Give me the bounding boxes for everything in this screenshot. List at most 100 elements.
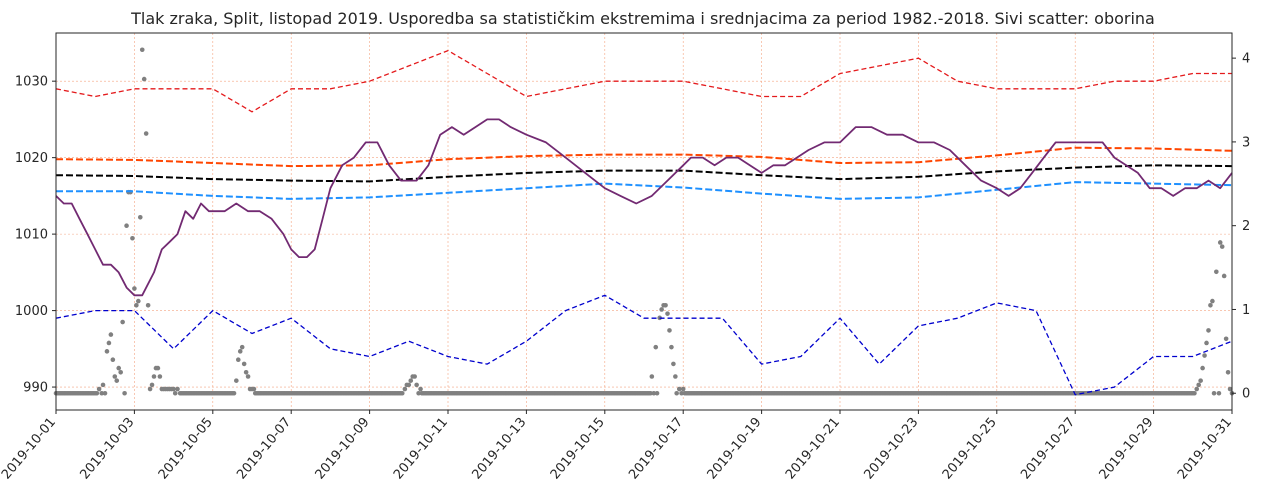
precip-point bbox=[147, 386, 153, 392]
precip-point bbox=[139, 47, 145, 53]
precip-point bbox=[137, 215, 143, 220]
plot-frame bbox=[55, 32, 1233, 411]
x-tick-label: 2019-10-21 bbox=[783, 415, 843, 483]
y2-tick-label: 2 bbox=[1242, 219, 1250, 234]
precip-point bbox=[665, 311, 670, 316]
precip-point bbox=[648, 390, 653, 396]
precip-point bbox=[234, 378, 239, 383]
series-line-4 bbox=[55, 294, 1233, 396]
precip-point bbox=[237, 349, 243, 354]
precip-point bbox=[171, 386, 176, 392]
precip-point bbox=[1217, 240, 1223, 245]
series-line-2 bbox=[55, 164, 1233, 183]
precip-point bbox=[155, 365, 161, 371]
precip-point bbox=[1194, 386, 1200, 392]
precip-point bbox=[134, 302, 139, 308]
x-tick-label: 2019-10-29 bbox=[1097, 415, 1157, 483]
precip-point bbox=[151, 374, 157, 379]
precip-point bbox=[94, 390, 100, 396]
precip-point bbox=[114, 378, 120, 383]
precip-point bbox=[669, 344, 674, 350]
precip-point bbox=[120, 319, 125, 325]
precip-point bbox=[172, 390, 178, 396]
y-tick-label: 1000 bbox=[15, 304, 48, 319]
x-tick-label: 2019-10-15 bbox=[548, 415, 608, 483]
precip-point bbox=[1210, 298, 1215, 304]
precip-point bbox=[149, 382, 155, 388]
precip-point bbox=[124, 223, 129, 228]
precip-point bbox=[1227, 386, 1233, 392]
precip-point bbox=[130, 235, 135, 241]
x-tick-label: 2019-10-09 bbox=[313, 415, 373, 483]
y-tick-label: 1020 bbox=[15, 151, 48, 166]
precip-point bbox=[680, 386, 686, 392]
precip-point bbox=[1196, 382, 1201, 388]
x-tick-label: 2019-10-19 bbox=[705, 415, 765, 483]
chart-title: Tlak zraka, Split, listopad 2019. Uspore… bbox=[130, 9, 1155, 28]
series-line-0 bbox=[55, 49, 1232, 113]
precip-point bbox=[1214, 269, 1219, 275]
x-tick-label: 2019-10-27 bbox=[1018, 415, 1078, 483]
x-tick-label: 2019-10-01 bbox=[0, 415, 59, 483]
precip-point bbox=[243, 370, 249, 375]
precip-point bbox=[671, 361, 676, 367]
precip-point bbox=[399, 390, 405, 396]
precip-point bbox=[141, 76, 147, 82]
precip-point bbox=[108, 332, 114, 337]
precip-point bbox=[106, 340, 112, 346]
precip-point bbox=[241, 361, 247, 367]
precip-point bbox=[110, 357, 116, 363]
precip-point bbox=[104, 349, 110, 354]
y-tick-label: 990 bbox=[23, 381, 48, 396]
precip-point bbox=[1204, 340, 1209, 346]
precip-point bbox=[406, 382, 412, 388]
x-tick-label: 2019-10-23 bbox=[861, 415, 921, 483]
precipitation-scatter bbox=[53, 47, 1235, 396]
precip-point bbox=[136, 298, 141, 304]
precip-point bbox=[231, 390, 237, 396]
y2-tick-label: 0 bbox=[1242, 387, 1250, 402]
precip-point bbox=[1202, 353, 1207, 358]
precip-point bbox=[1200, 365, 1205, 371]
precip-point bbox=[408, 378, 414, 383]
precip-point bbox=[1211, 390, 1217, 396]
x-tick-label: 2019-10-17 bbox=[626, 415, 686, 483]
x-tick-label: 2019-10-07 bbox=[234, 415, 294, 483]
series-line-1 bbox=[55, 146, 1233, 168]
precip-point bbox=[412, 374, 417, 379]
precip-point bbox=[1223, 336, 1229, 342]
precip-point bbox=[654, 390, 660, 396]
precip-point bbox=[674, 390, 679, 396]
precip-point bbox=[118, 370, 123, 375]
precip-point bbox=[1221, 273, 1227, 279]
precip-point bbox=[1216, 390, 1222, 396]
precip-point bbox=[1208, 302, 1213, 308]
precip-point bbox=[1198, 378, 1203, 383]
axis-labels: 2019-10-01 2019-10-03 2019-10-05 2019-10-07… bbox=[0, 52, 1250, 483]
series-layer bbox=[55, 49, 1233, 396]
series-line-3 bbox=[56, 181, 1233, 200]
precip-point bbox=[245, 374, 251, 379]
precip-point bbox=[667, 328, 672, 333]
precip-point bbox=[116, 365, 122, 371]
precip-point bbox=[157, 374, 163, 379]
precip-point bbox=[99, 390, 105, 396]
precip-point bbox=[143, 131, 149, 136]
precip-point bbox=[100, 382, 106, 388]
precip-point bbox=[402, 386, 408, 392]
precip-point bbox=[653, 344, 659, 350]
precip-point bbox=[651, 390, 657, 396]
precip-point bbox=[145, 302, 151, 308]
precip-point bbox=[1225, 370, 1231, 375]
precip-point bbox=[1206, 328, 1211, 333]
precip-point bbox=[239, 344, 245, 350]
precip-point bbox=[112, 374, 118, 379]
x-tick-label: 2019-10-25 bbox=[940, 415, 1000, 483]
precip-point bbox=[102, 390, 108, 396]
precip-point bbox=[416, 390, 421, 396]
precip-point bbox=[1192, 390, 1197, 396]
precip-point bbox=[663, 302, 668, 308]
y2-tick-label: 3 bbox=[1242, 135, 1250, 150]
precip-point bbox=[175, 386, 180, 392]
